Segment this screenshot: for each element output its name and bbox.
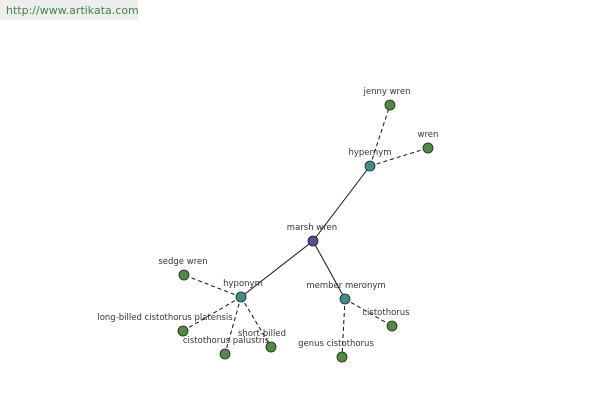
node-label: long-billed cistothorus platensis bbox=[97, 313, 233, 323]
dashed-edge bbox=[224, 296, 242, 355]
node-label: member meronym bbox=[306, 281, 385, 291]
node[interactable] bbox=[307, 235, 319, 247]
node[interactable] bbox=[336, 351, 348, 363]
node[interactable] bbox=[177, 325, 189, 337]
dashed-edge bbox=[341, 298, 346, 358]
node-label: jenny wren bbox=[363, 87, 411, 97]
node[interactable] bbox=[384, 99, 396, 111]
node[interactable] bbox=[339, 293, 351, 305]
node-label: cistothorus palustris bbox=[183, 336, 270, 346]
node[interactable] bbox=[265, 341, 277, 353]
dashed-edge bbox=[344, 298, 393, 327]
edge bbox=[312, 240, 346, 300]
node-label: wren bbox=[418, 130, 439, 140]
node-label: hyponym bbox=[223, 279, 263, 289]
edge bbox=[240, 240, 314, 298]
site-url[interactable]: http://www.artikata.com bbox=[0, 0, 139, 20]
dashed-edge bbox=[183, 274, 242, 298]
node-label: sedge wren bbox=[158, 257, 207, 267]
node-label: hypernym bbox=[348, 148, 391, 158]
dashed-edge bbox=[182, 296, 242, 332]
node[interactable] bbox=[364, 160, 376, 172]
node[interactable] bbox=[219, 348, 231, 360]
node-label: short-billed bbox=[238, 329, 286, 339]
dashed-edge bbox=[369, 104, 391, 167]
node-label: marsh wren bbox=[287, 223, 337, 233]
dashed-edge bbox=[369, 147, 429, 167]
node[interactable] bbox=[422, 142, 434, 154]
dashed-edge bbox=[240, 296, 272, 348]
node-label: cistothorus bbox=[362, 308, 410, 318]
node[interactable] bbox=[386, 320, 398, 332]
node-label: genus cistothorus bbox=[298, 339, 374, 349]
node[interactable] bbox=[235, 291, 247, 303]
edge bbox=[312, 165, 371, 242]
node[interactable] bbox=[178, 269, 190, 281]
